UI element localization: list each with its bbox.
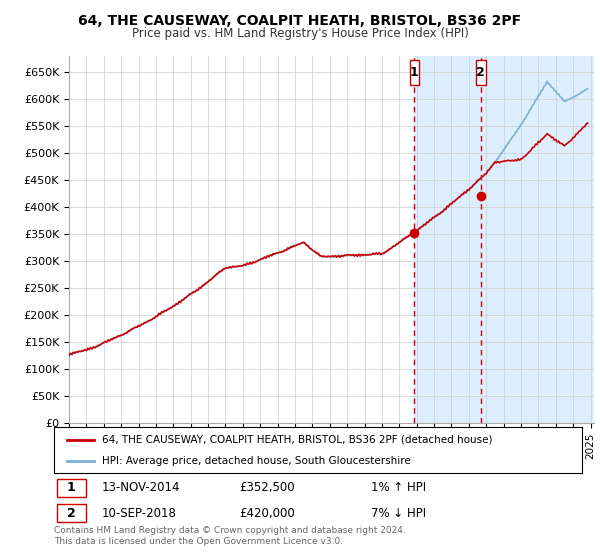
Text: 1: 1 [410,66,419,79]
Text: 7% ↓ HPI: 7% ↓ HPI [371,507,426,520]
Text: 10-SEP-2018: 10-SEP-2018 [101,507,176,520]
Text: 2: 2 [67,507,76,520]
Text: 13-NOV-2014: 13-NOV-2014 [101,482,180,494]
Text: 2: 2 [476,66,485,79]
Text: HPI: Average price, detached house, South Gloucestershire: HPI: Average price, detached house, Sout… [101,456,410,466]
Text: Contains HM Land Registry data © Crown copyright and database right 2024.
This d: Contains HM Land Registry data © Crown c… [54,526,406,546]
FancyBboxPatch shape [410,60,419,85]
Text: 1% ↑ HPI: 1% ↑ HPI [371,482,426,494]
Bar [415,56,594,423]
Text: 64, THE CAUSEWAY, COALPIT HEATH, BRISTOL, BS36 2PF: 64, THE CAUSEWAY, COALPIT HEATH, BRISTOL… [79,14,521,28]
Text: 1: 1 [67,482,76,494]
Text: Price paid vs. HM Land Registry's House Price Index (HPI): Price paid vs. HM Land Registry's House … [131,27,469,40]
Text: £420,000: £420,000 [239,507,295,520]
FancyBboxPatch shape [56,504,86,522]
Text: £352,500: £352,500 [239,482,295,494]
Text: 64, THE CAUSEWAY, COALPIT HEATH, BRISTOL, BS36 2PF (detached house): 64, THE CAUSEWAY, COALPIT HEATH, BRISTOL… [101,435,492,445]
FancyBboxPatch shape [56,479,86,497]
FancyBboxPatch shape [476,60,485,85]
